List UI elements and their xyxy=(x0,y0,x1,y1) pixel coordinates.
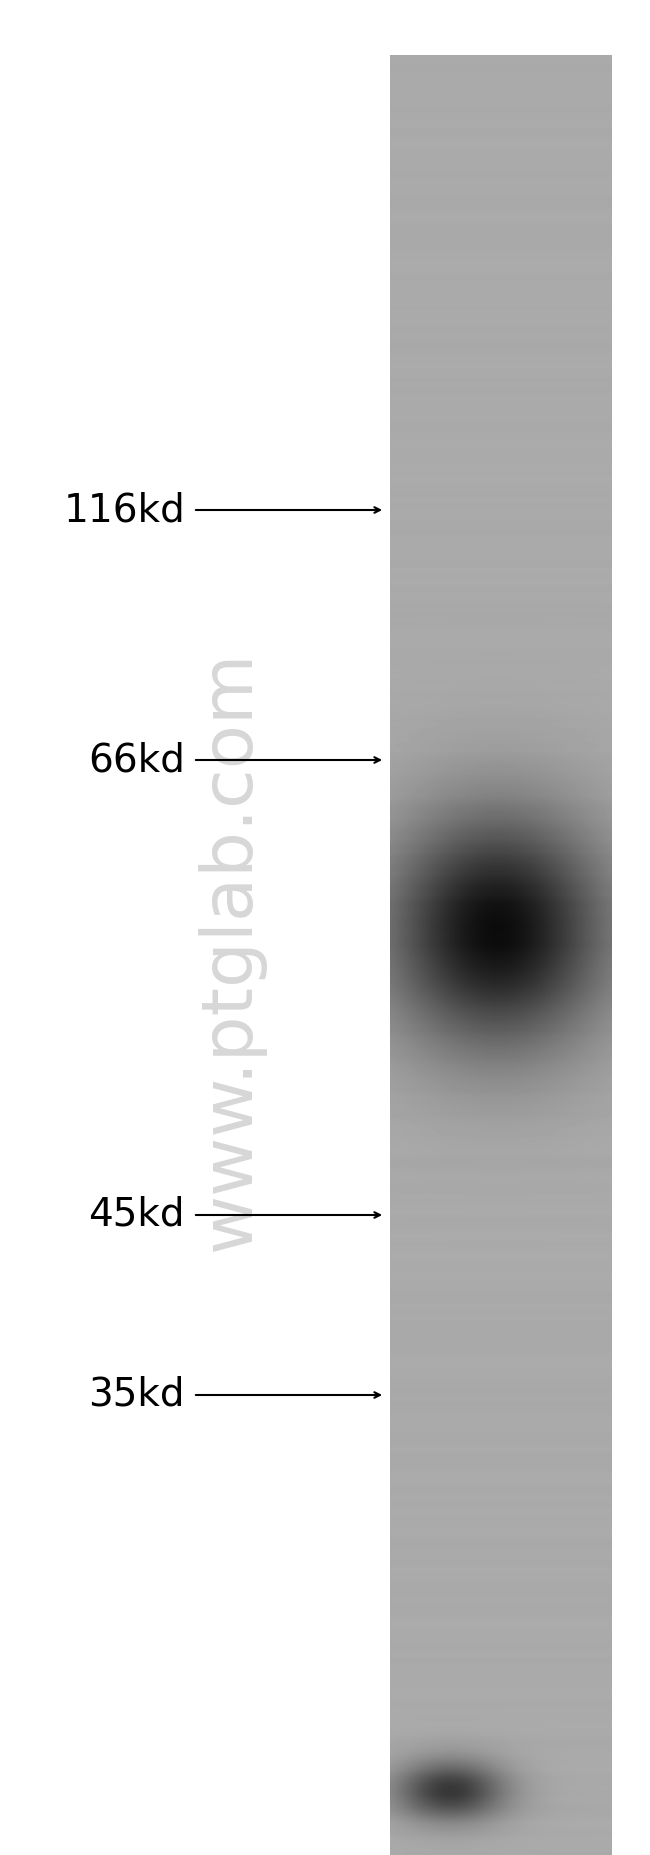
Text: 45kd: 45kd xyxy=(88,1196,185,1234)
Text: 116kd: 116kd xyxy=(63,492,185,529)
Text: 35kd: 35kd xyxy=(88,1376,185,1414)
Bar xyxy=(0,0,390,1855)
Text: 66kd: 66kd xyxy=(88,740,185,779)
Text: www.ptglab.com: www.ptglab.com xyxy=(196,649,265,1250)
Bar xyxy=(0,0,650,56)
Bar xyxy=(612,0,650,1855)
